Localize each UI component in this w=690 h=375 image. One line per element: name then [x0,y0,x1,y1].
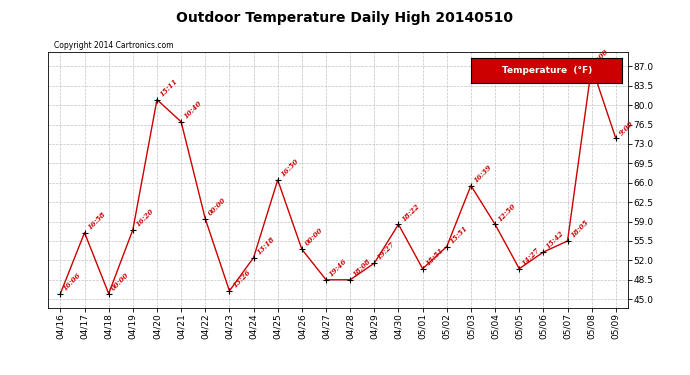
Text: Copyright 2014 Cartronics.com: Copyright 2014 Cartronics.com [54,41,174,50]
Text: 16:39: 16:39 [473,163,493,184]
Text: 15:51: 15:51 [448,224,469,245]
Text: 00:00: 00:00 [304,226,324,248]
Text: 15:51: 15:51 [424,246,445,267]
Text: 16:58: 16:58 [86,210,107,231]
Text: 9:00: 9:00 [618,119,635,137]
Text: 10:40: 10:40 [183,99,204,120]
Text: 16:06: 16:06 [62,271,83,292]
Text: 9:00: 9:00 [593,47,611,65]
Text: 18:22: 18:22 [400,202,421,223]
Text: 13:26: 13:26 [231,268,252,290]
Text: 16:20: 16:20 [135,207,155,228]
Text: 15:42: 15:42 [545,230,566,251]
Text: 18:05: 18:05 [569,218,590,240]
Text: 16:50: 16:50 [279,157,300,178]
Text: 19:27: 19:27 [376,240,397,262]
Text: 00:00: 00:00 [110,271,131,292]
Text: Outdoor Temperature Daily High 20140510: Outdoor Temperature Daily High 20140510 [177,11,513,25]
Text: 13:18: 13:18 [255,235,276,256]
Text: 12:50: 12:50 [497,202,518,223]
Text: 18:08: 18:08 [352,257,373,278]
Text: 15:11: 15:11 [159,77,179,98]
Text: 14:27: 14:27 [521,246,542,267]
Text: 00:00: 00:00 [207,196,228,217]
Text: 19:46: 19:46 [328,257,348,278]
